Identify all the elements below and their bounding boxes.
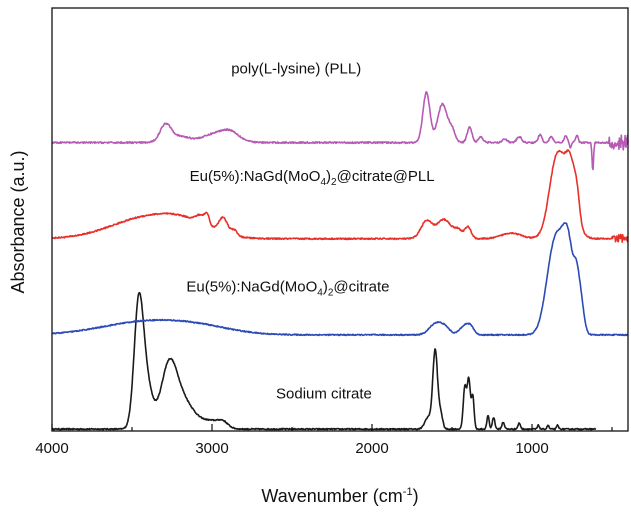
plot-frame — [51, 7, 629, 432]
label-layer: Sodium citrate Eu(5%):NaGd(MoO4)2@citrate… — [186, 60, 434, 402]
series-line-0 — [51, 291, 597, 431]
series-line-2 — [51, 149, 629, 243]
series-layer — [51, 91, 629, 431]
series-line-3 — [51, 91, 629, 171]
x-axis: 4000 3000 2000 1000 — [35, 424, 613, 457]
x-tick-label-4000: 4000 — [35, 440, 68, 457]
x-tick-label-1000: 1000 — [515, 440, 548, 457]
x-tick-label-3000: 3000 — [195, 440, 228, 457]
x-axis-title: Wavenumber (cm-1) — [261, 486, 418, 506]
y-axis-title: Absorbance (a.u.) — [8, 150, 28, 293]
series-label-0: Sodium citrate — [276, 385, 372, 402]
series-label-3: poly(L-lysine) (PLL) — [231, 60, 361, 77]
x-tick-label-2000: 2000 — [355, 440, 388, 457]
series-line-1 — [51, 222, 629, 337]
series-label-2: Eu(5%):NaGd(MoO4)2@citrate@PLL — [190, 168, 435, 188]
series-label-1: Eu(5%):NaGd(MoO4)2@citrate — [186, 279, 389, 299]
